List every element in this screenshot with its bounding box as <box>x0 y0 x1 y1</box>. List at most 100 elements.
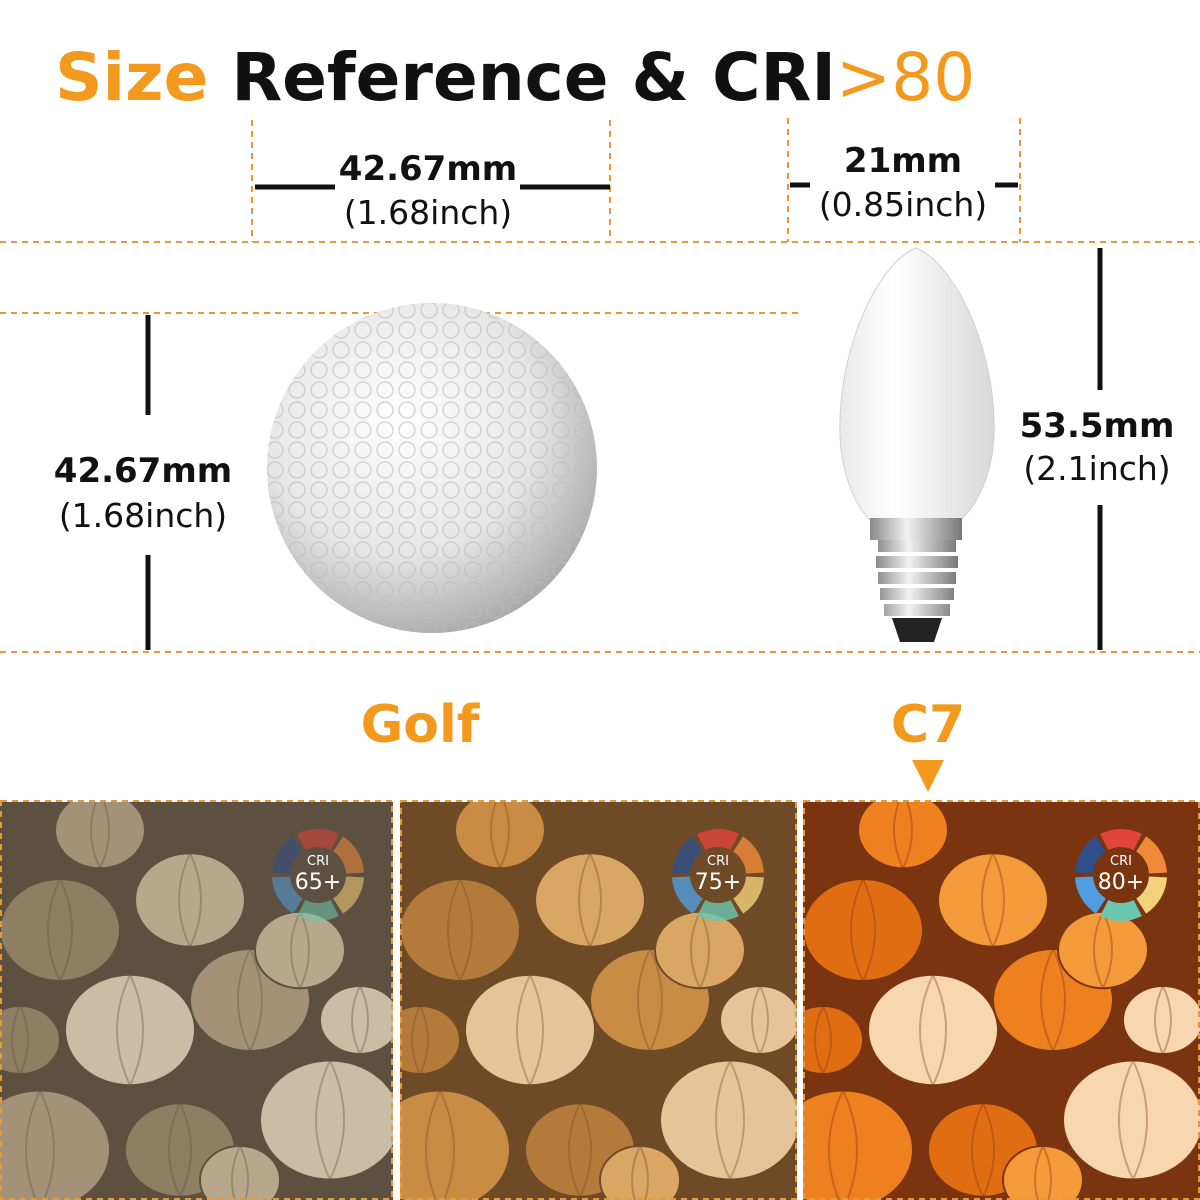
pumpkin-rib <box>25 1090 55 1200</box>
golf-width: 42.67mm <box>339 149 517 189</box>
panel-border <box>803 800 1200 1200</box>
cri-segment <box>297 899 339 921</box>
pumpkin <box>0 1005 61 1075</box>
pumpkin <box>599 1145 681 1200</box>
cri-segment <box>1136 836 1167 874</box>
pumpkin <box>803 1005 864 1075</box>
pumpkin <box>0 878 121 982</box>
bulb-width: 21mm <box>844 141 962 181</box>
golf-ball <box>267 303 597 633</box>
pumpkin-rib <box>47 878 73 982</box>
photo <box>0 802 393 1200</box>
pumpkin <box>1122 985 1200 1055</box>
cri-segment <box>333 876 364 914</box>
pointer <box>912 760 944 792</box>
pumpkin <box>1057 910 1149 990</box>
pumpkin-rib <box>814 1005 832 1075</box>
cri-segment <box>1136 876 1167 914</box>
cri-segment <box>1100 899 1142 921</box>
pumpkin-rib <box>116 974 144 1086</box>
cri-segment <box>272 836 303 874</box>
pumpkin <box>319 985 393 1055</box>
pumpkin-rib <box>637 948 663 1052</box>
pumpkin <box>400 1089 511 1200</box>
golf-width-inch: (1.68inch) <box>344 193 512 232</box>
cri-value: 75+ <box>695 870 741 895</box>
cri-segment <box>1075 836 1106 874</box>
pumpkin-rib <box>1034 1145 1052 1200</box>
pumpkin <box>867 973 999 1087</box>
golf-height: 42.67mm <box>54 451 232 491</box>
cri-segment <box>697 899 739 922</box>
cri-label: CRI <box>1110 854 1132 869</box>
guides <box>0 118 1200 653</box>
cri-segment <box>297 828 339 851</box>
pumpkin-rib <box>351 985 369 1055</box>
cri-segment <box>672 876 703 914</box>
pumpkin-rib <box>751 985 769 1055</box>
pumpkin-rib <box>168 1102 192 1198</box>
pumpkin <box>534 852 646 948</box>
pumpkin-rib <box>1154 985 1172 1055</box>
title-part: >80 <box>836 39 975 116</box>
pumpkin-rib <box>690 911 710 989</box>
golf-label: Golf <box>361 695 481 755</box>
pumpkin <box>0 1089 111 1200</box>
golf-height-inch: (1.68inch) <box>59 496 227 535</box>
bulb-height-inch: (2.1inch) <box>1023 449 1170 488</box>
pumpkin-rib <box>490 802 510 869</box>
pumpkin <box>64 973 196 1087</box>
pumpkin <box>719 985 797 1055</box>
title-part: Reference & CRI <box>231 39 836 116</box>
pumpkin <box>464 973 596 1087</box>
dimension-bars <box>145 182 1103 650</box>
cri-segment <box>697 829 739 851</box>
pumpkin <box>400 878 521 982</box>
pumpkin-rib <box>1040 948 1066 1052</box>
pumpkin <box>259 1059 393 1181</box>
cri-value: 80+ <box>1098 870 1144 895</box>
pumpkin-rib <box>90 802 110 869</box>
cri-label: CRI <box>707 854 729 869</box>
cri-badge <box>272 828 364 921</box>
cri-badge <box>1075 829 1167 921</box>
pumpkin-rib <box>447 878 473 982</box>
pumpkin <box>803 1089 914 1200</box>
pumpkin-rib <box>315 1060 345 1180</box>
pumpkin <box>134 852 246 948</box>
pumpkin <box>803 878 924 982</box>
title: Size Reference & CRI>80 <box>55 39 975 116</box>
cri-value: 65+ <box>295 870 341 895</box>
pumpkin-rib <box>231 1145 249 1200</box>
pumpkin <box>654 910 746 990</box>
cri-segment <box>733 836 764 874</box>
pumpkin <box>54 802 146 870</box>
pumpkin-rib <box>828 1090 858 1200</box>
panel-border <box>0 800 393 1200</box>
pumpkin-rib <box>631 1145 649 1200</box>
pumpkin-rib <box>1118 1060 1148 1180</box>
pumpkin-rib <box>715 1060 745 1180</box>
cri-badge <box>672 829 764 922</box>
pumpkin-rib <box>568 1102 592 1198</box>
title-part: Size <box>55 39 208 116</box>
pumpkin-rib <box>425 1090 455 1200</box>
cri-label: CRI <box>307 854 329 869</box>
pumpkin-rib <box>290 911 310 989</box>
cri-segment <box>333 836 364 874</box>
panel-border <box>400 800 797 1200</box>
cri-segment <box>733 876 764 914</box>
pumpkin <box>937 852 1049 948</box>
bulb-label: C7 <box>891 695 965 755</box>
pumpkin <box>1002 1145 1084 1200</box>
pumpkin <box>454 802 546 870</box>
photo <box>803 802 1200 1200</box>
bulb-height: 53.5mm <box>1020 406 1175 446</box>
cri-segment <box>1100 829 1142 851</box>
pumpkin-rib <box>850 878 876 982</box>
